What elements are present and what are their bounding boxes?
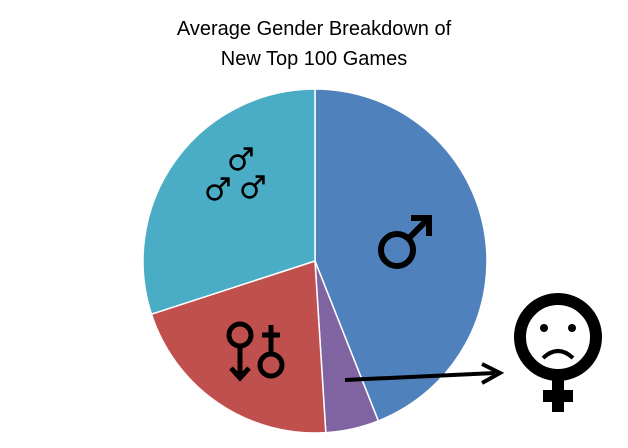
arrow xyxy=(344,362,505,385)
pie-slice xyxy=(142,88,316,316)
chart-title: Average Gender Breakdown of New Top 100 … xyxy=(176,18,452,70)
pie-slice xyxy=(314,88,488,422)
sad-female-icon xyxy=(514,293,602,412)
mixed-icon xyxy=(226,321,285,382)
pie xyxy=(142,88,488,434)
icons xyxy=(206,147,602,412)
